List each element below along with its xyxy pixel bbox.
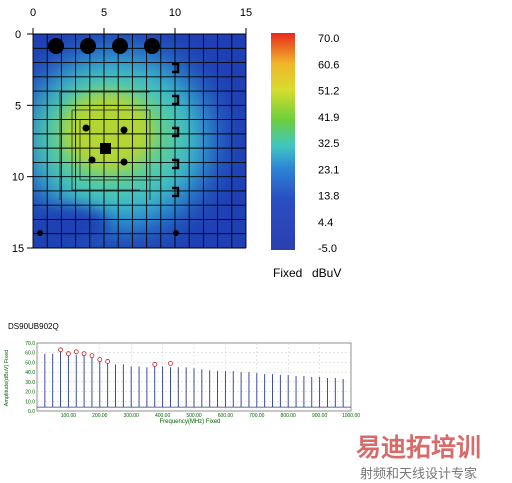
x-tick-label: 0 — [30, 7, 36, 19]
y-tick-label: 5 — [15, 100, 21, 112]
spectrum-marker — [81, 351, 87, 357]
spectrum-x-tick: 300.00 — [124, 413, 140, 419]
y-tick-label: 10 — [12, 172, 24, 184]
y-tick-label: 0 — [15, 29, 21, 41]
colorbar-gradient — [271, 33, 295, 250]
spectrum-x-tick: 700.00 — [249, 413, 265, 419]
colorbar-tick-label: 13.8 — [318, 191, 339, 203]
spectrum-x-tick: 200.00 — [92, 413, 108, 419]
x-tick-label: 10 — [169, 7, 181, 19]
spectrum-x-tick: 500.00 — [186, 413, 202, 419]
y-tick-label: 15 — [12, 243, 24, 255]
spectrum-marker — [168, 360, 173, 366]
spectrum-y-tick: 0.0 — [28, 409, 35, 415]
spectrum-marker — [105, 359, 111, 364]
colorbar-tick-label: 41.9 — [318, 112, 339, 124]
spectrum-x-tick: 600.00 — [218, 413, 234, 419]
colorbar-tick-label: 51.2 — [318, 86, 339, 98]
spectrum-y-label: Amplitude(dBuV) Fixed — [4, 350, 10, 407]
x-tick-label: 5 — [101, 7, 107, 19]
spectrum-x-tick: 1000.00 — [342, 413, 360, 419]
colorbar-tick-label: 70.0 — [318, 33, 339, 45]
spectrum-y-tick: 20.0 — [25, 390, 35, 396]
colorbar-tick-label: -5.0 — [318, 243, 337, 255]
spectrum-x-tick: 800.00 — [281, 413, 297, 419]
spectrum-marker — [73, 349, 79, 355]
spectrum-axis: 70.0 60.0 50.0 40.0 30.0 20.0 10.0 0.0 100.00 200… — [25, 341, 360, 419]
colorbar-tick-label: 4.4 — [318, 217, 333, 229]
spectrum-y-tick: 60.0 — [25, 351, 35, 357]
heatmap-axis: 0 5 10 15 0 5 10 15 — [12, 7, 252, 255]
spectrum-y-tick: 30.0 — [25, 380, 35, 386]
spectrum-x-tick: 100.00 — [61, 413, 77, 419]
spectrum-marker — [97, 357, 103, 362]
colorbar-ticks: 70.0 60.6 51.2 41.9 32.5 23.1 13.8 4.4 -5.0 — [318, 33, 339, 255]
spectrum-x-label: Frequency(MHz) Fixed — [159, 419, 220, 425]
pcb-overlay — [37, 38, 180, 236]
spectrum-x-tick: 400.00 — [155, 413, 171, 419]
spectrum-series — [37, 351, 351, 408]
spectrum-y-tick: 70.0 — [25, 341, 35, 347]
colorbar-label-right: dBuV — [312, 266, 342, 280]
watermark-main: 易迪拓培训 — [356, 433, 481, 462]
colorbar-tick-label: 32.5 — [318, 138, 339, 150]
watermark-sub: 射频和天线设计专家 — [360, 466, 477, 482]
spectrum-y-tick: 10.0 — [25, 399, 35, 405]
colorbar-tick-label: 23.1 — [318, 164, 339, 176]
spectrum-title: DS90UB902Q — [8, 322, 59, 331]
spectrum-marker — [152, 361, 158, 367]
spectrum-marker — [66, 351, 71, 357]
spectrum-x-tick: 900.00 — [312, 413, 328, 419]
spectrum-marker — [58, 347, 63, 353]
colorbar-tick-label: 60.6 — [318, 59, 339, 71]
colorbar-label-left: Fixed — [273, 266, 303, 280]
spectrum-y-tick: 50.0 — [25, 360, 35, 366]
spectrum-marker — [89, 353, 95, 359]
spectrum-y-tick: 40.0 — [25, 370, 35, 376]
heatmap-grid — [32, 33, 247, 249]
x-tick-label: 15 — [240, 7, 252, 19]
spectrum-markers — [58, 347, 173, 367]
